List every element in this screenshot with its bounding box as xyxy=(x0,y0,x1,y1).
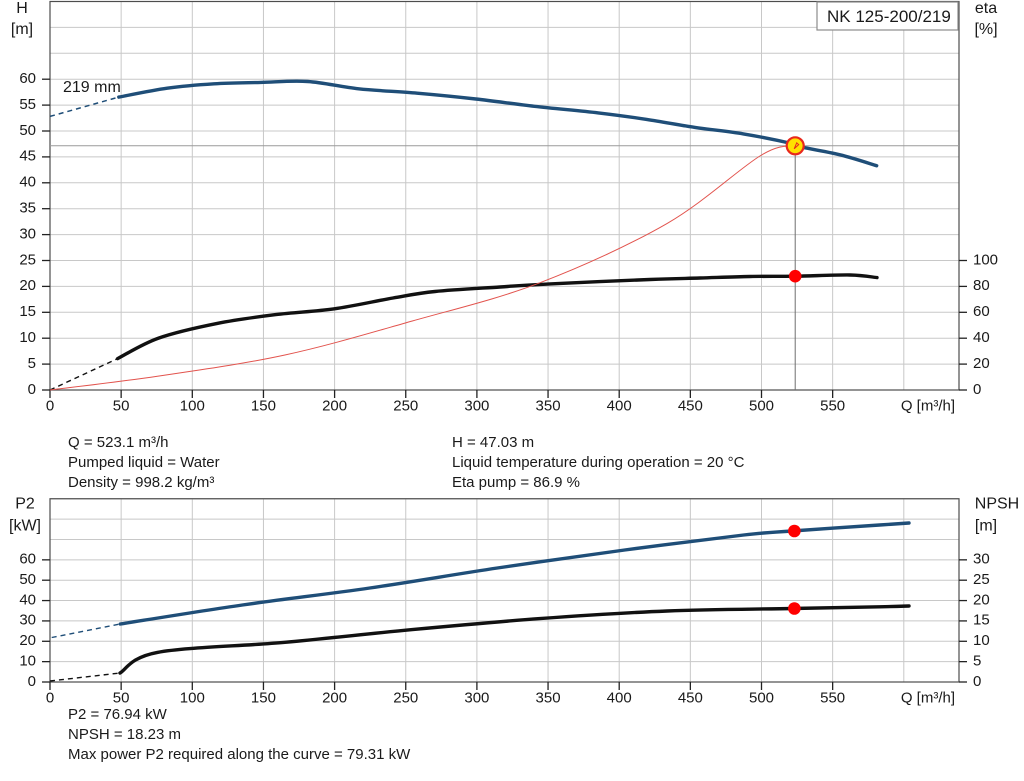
svg-text:50: 50 xyxy=(113,690,130,707)
svg-text:60: 60 xyxy=(19,551,36,568)
svg-text:Q [m³/h]: Q [m³/h] xyxy=(901,398,955,415)
svg-text:0: 0 xyxy=(46,690,54,707)
svg-text:30: 30 xyxy=(19,612,36,629)
svg-text:400: 400 xyxy=(607,690,632,707)
svg-text:250: 250 xyxy=(393,398,418,415)
svg-text:60: 60 xyxy=(973,303,990,320)
svg-text:40: 40 xyxy=(19,591,36,608)
svg-text:H: H xyxy=(16,0,28,17)
svg-text:[kW]: [kW] xyxy=(9,518,41,535)
svg-text:100: 100 xyxy=(180,398,205,415)
svg-text:eta: eta xyxy=(975,0,997,17)
svg-text:450: 450 xyxy=(678,398,703,415)
svg-text:25: 25 xyxy=(19,251,36,268)
svg-text:0: 0 xyxy=(28,673,36,690)
svg-text:[m]: [m] xyxy=(975,518,997,535)
svg-text:15: 15 xyxy=(973,612,990,629)
svg-text:550: 550 xyxy=(820,398,845,415)
svg-text:60: 60 xyxy=(19,70,36,87)
svg-text:250: 250 xyxy=(393,690,418,707)
svg-text:20: 20 xyxy=(19,277,36,294)
svg-text:150: 150 xyxy=(251,398,276,415)
svg-text:20: 20 xyxy=(973,591,990,608)
svg-text:219 mm: 219 mm xyxy=(63,79,121,96)
svg-text:200: 200 xyxy=(322,690,347,707)
svg-text:50: 50 xyxy=(19,122,36,139)
svg-text:Q [m³/h]: Q [m³/h] xyxy=(901,690,955,707)
svg-text:10: 10 xyxy=(19,329,36,346)
svg-text:300: 300 xyxy=(464,690,489,707)
svg-text:100: 100 xyxy=(180,690,205,707)
svg-text:80: 80 xyxy=(973,277,990,294)
svg-text:0: 0 xyxy=(973,381,981,398)
svg-text:5: 5 xyxy=(28,355,36,372)
svg-text:45: 45 xyxy=(19,148,36,165)
svg-text:30: 30 xyxy=(973,551,990,568)
svg-text:500: 500 xyxy=(749,690,774,707)
svg-text:150: 150 xyxy=(251,690,276,707)
svg-text:[m]: [m] xyxy=(11,21,33,38)
svg-text:550: 550 xyxy=(820,690,845,707)
svg-text:20: 20 xyxy=(973,355,990,372)
svg-text:35: 35 xyxy=(19,200,36,217)
svg-text:NPSH: NPSH xyxy=(975,496,1019,513)
svg-text:NK 125-200/219: NK 125-200/219 xyxy=(827,7,951,26)
svg-text:0: 0 xyxy=(46,398,54,415)
svg-text:0: 0 xyxy=(973,673,981,690)
svg-text:0: 0 xyxy=(28,381,36,398)
svg-text:10: 10 xyxy=(973,632,990,649)
svg-text:500: 500 xyxy=(749,398,774,415)
svg-text:30: 30 xyxy=(19,225,36,242)
svg-text:25: 25 xyxy=(973,571,990,588)
svg-text:10: 10 xyxy=(19,652,36,669)
svg-text:100: 100 xyxy=(973,251,998,268)
svg-text:15: 15 xyxy=(19,303,36,320)
svg-text:[%]: [%] xyxy=(974,21,997,38)
svg-text:5: 5 xyxy=(973,652,981,669)
svg-text:350: 350 xyxy=(536,690,561,707)
svg-text:350: 350 xyxy=(536,398,561,415)
svg-text:50: 50 xyxy=(113,398,130,415)
svg-text:20: 20 xyxy=(19,632,36,649)
svg-text:50: 50 xyxy=(19,571,36,588)
svg-text:40: 40 xyxy=(19,174,36,191)
svg-text:40: 40 xyxy=(973,329,990,346)
svg-text:300: 300 xyxy=(464,398,489,415)
svg-text:200: 200 xyxy=(322,398,347,415)
svg-text:400: 400 xyxy=(607,398,632,415)
svg-text:P2: P2 xyxy=(15,496,35,513)
svg-text:450: 450 xyxy=(678,690,703,707)
svg-text:55: 55 xyxy=(19,96,36,113)
